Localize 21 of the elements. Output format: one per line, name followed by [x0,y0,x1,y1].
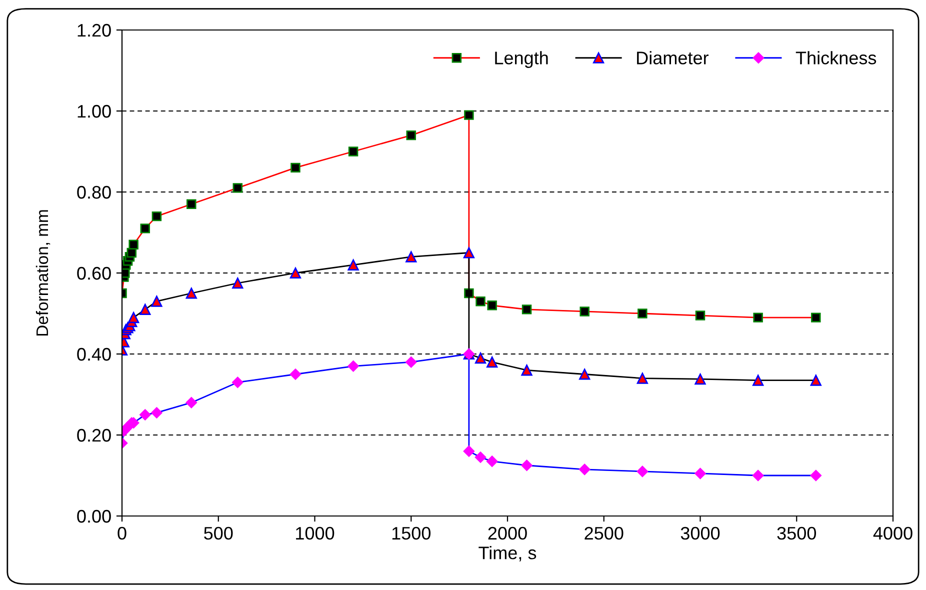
y-tick-label: 0.80 [77,186,111,199]
y-axis-title: Deformation, mm [36,210,50,336]
x-tick-label: 0 [118,526,126,540]
legend-label: Thickness [796,51,876,64]
y-tick-label: 1.20 [78,24,111,37]
x-axis-title: Time, s [478,546,536,562]
x-tick-label: 1500 [392,526,431,540]
x-tick-label: 2500 [584,526,624,540]
y-tick-label: 0.40 [77,348,111,361]
legend-label: Length [495,51,548,68]
x-tick-label: 500 [204,526,233,540]
x-tick-label: 3500 [777,526,816,540]
y-tick-label: 0.00 [77,510,111,523]
x-tick-label: 2000 [488,526,527,540]
legend-label: Diameter [637,51,709,64]
x-tick-label: 3000 [680,526,720,540]
y-tick-label: 0.60 [77,266,111,280]
y-tick-label: 0.20 [77,428,111,442]
x-tick-label: 1000 [296,526,334,540]
x-tick-label: 4000 [873,526,912,540]
y-tick-label: 1.00 [78,104,111,118]
